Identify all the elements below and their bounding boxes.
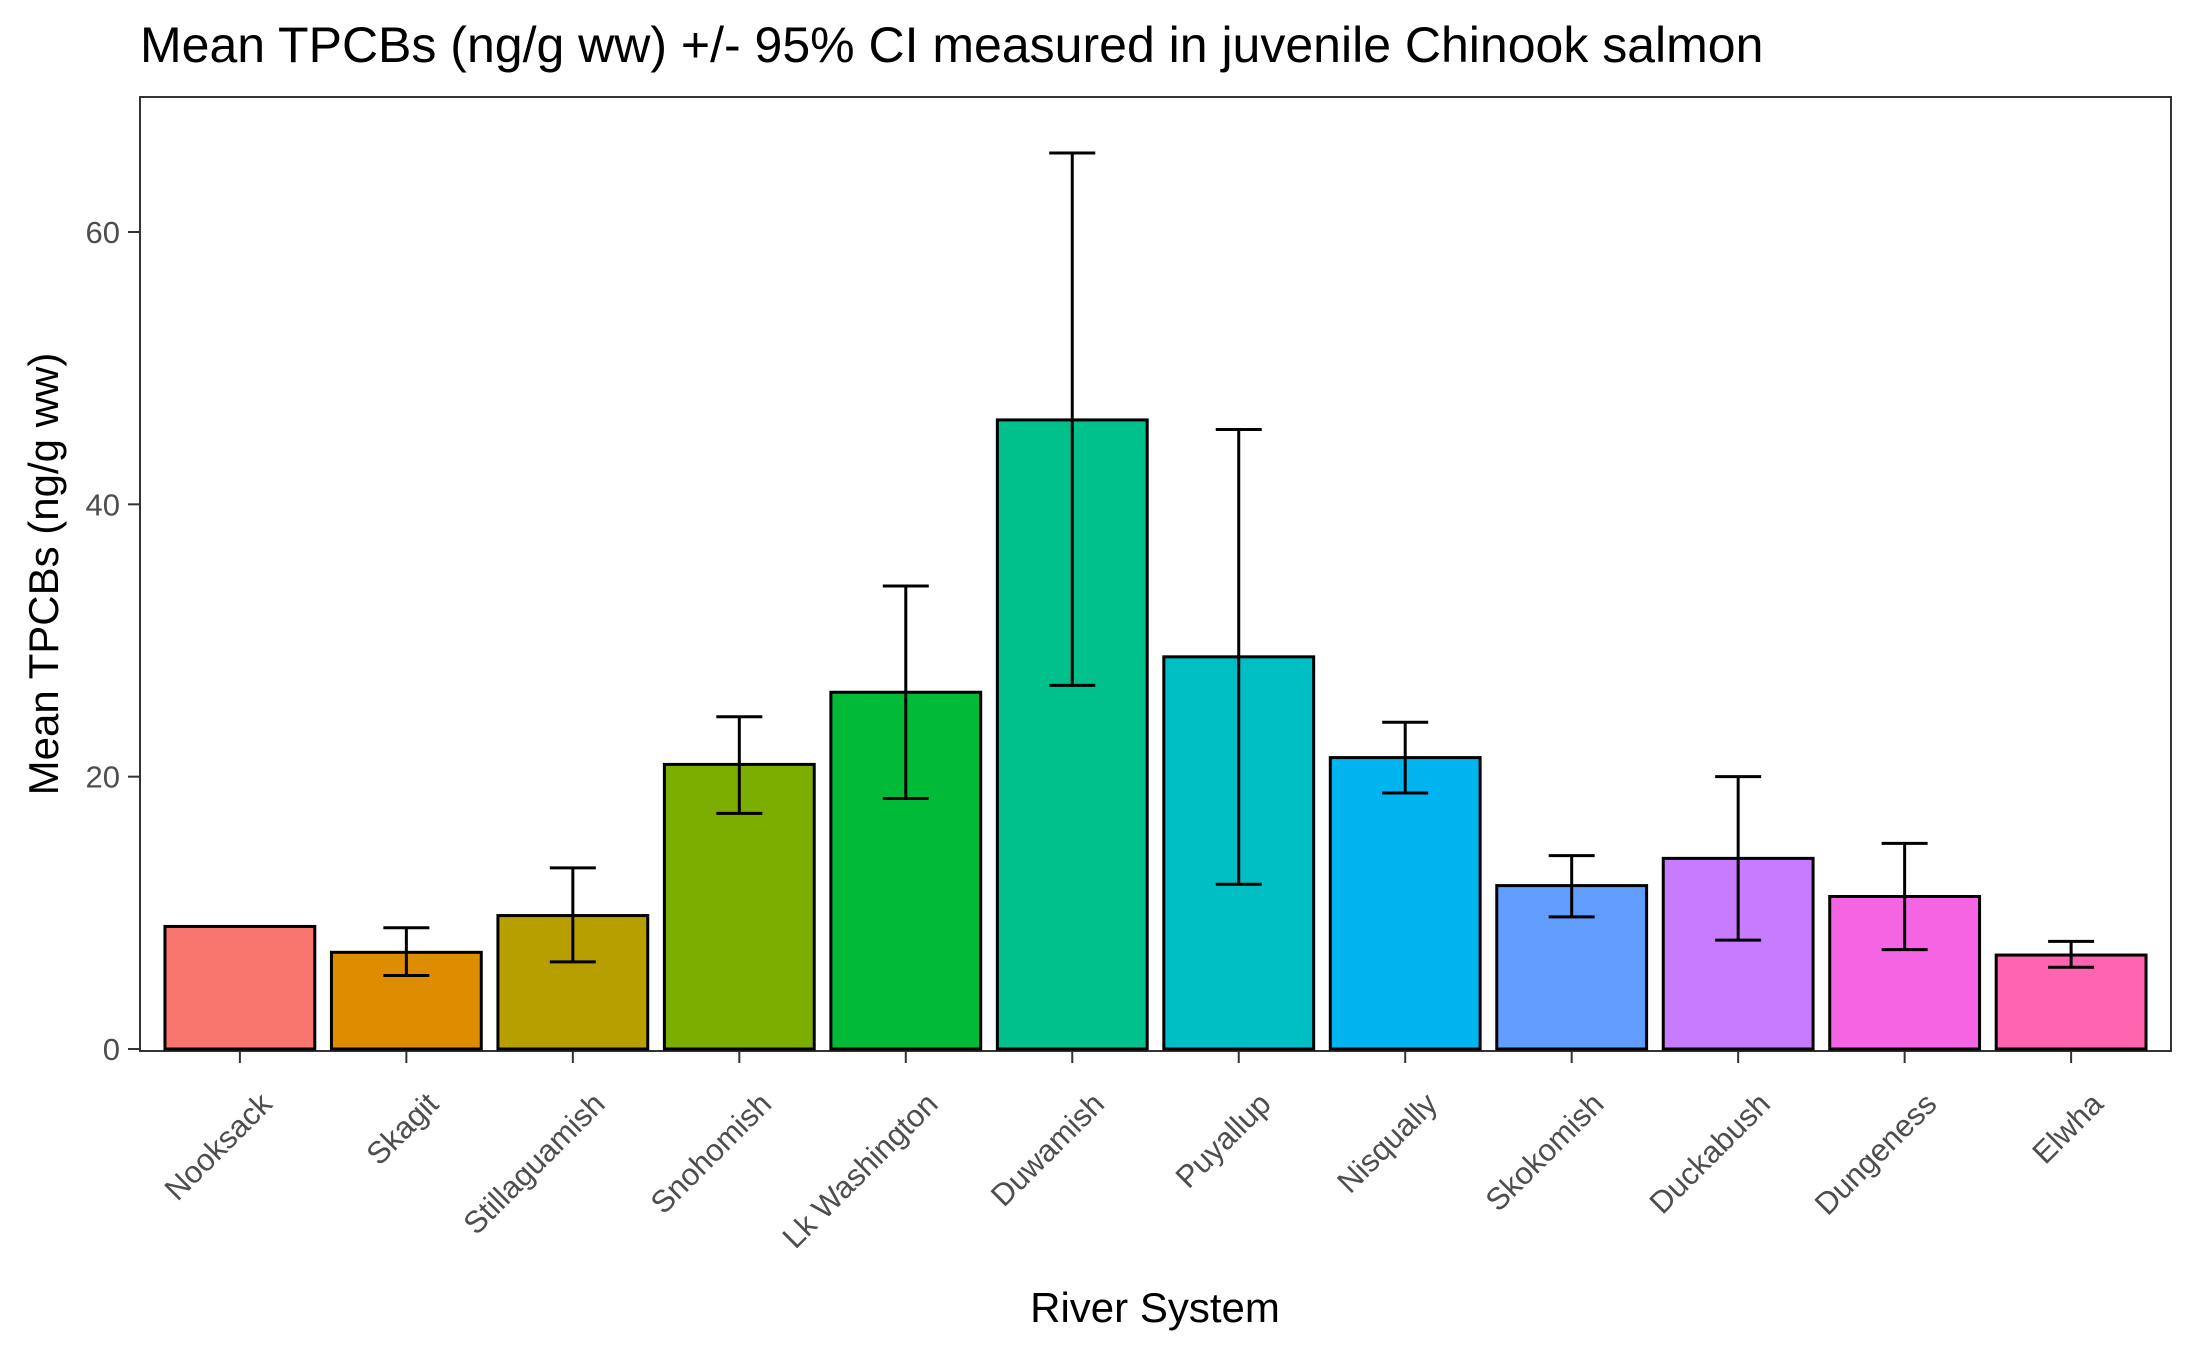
x-tick-label: Dungeness [1808, 1086, 1944, 1222]
x-tick-label: Nisqually [1330, 1086, 1444, 1200]
bar-snohomish [662, 762, 816, 1051]
error-bar [1215, 427, 1262, 886]
y-axis: 0 20 40 60 [86, 215, 140, 1067]
x-tick-label: Snohomish [644, 1086, 778, 1220]
x-tick-label: Skokomish [1479, 1086, 1611, 1218]
y-tick-label: 0 [103, 1032, 120, 1067]
error-bar [1715, 775, 1762, 942]
x-tick-label: Duwamish [984, 1086, 1111, 1213]
x-axis-title: River System [1030, 1284, 1280, 1331]
error-bar [882, 584, 929, 800]
plot-panel [139, 96, 2172, 1052]
error-bar [549, 866, 596, 964]
x-tick-label: Stillaguamish [457, 1086, 612, 1241]
error-bar [383, 926, 430, 977]
bar-nisqually [1328, 756, 1482, 1051]
errorbars-group [383, 151, 2095, 977]
x-tick-label: Skagit [359, 1086, 445, 1172]
error-bar [2048, 939, 2095, 969]
bar-elwha [1994, 953, 2148, 1051]
x-tick-label: Nooksack [158, 1086, 279, 1207]
y-tick-label: 40 [86, 487, 120, 522]
error-bar [1049, 151, 1096, 687]
x-tick-label: Lk Washington [776, 1086, 945, 1255]
error-bar [1881, 841, 1928, 952]
error-bar [716, 715, 763, 815]
bar-nooksack [163, 924, 317, 1051]
x-tick-label: Duckabush [1643, 1086, 1777, 1220]
x-tick-label: Elwha [2025, 1086, 2110, 1171]
error-bar [1548, 854, 1595, 919]
error-bar [1382, 720, 1429, 795]
bar-stillaguamish [496, 914, 650, 1051]
chart-title: Mean TPCBs (ng/g ww) +/- 95% CI measured… [140, 17, 1763, 73]
x-tick-label: Puyallup [1169, 1086, 1278, 1195]
y-tick-label: 20 [86, 760, 120, 795]
y-axis-title: Mean TPCBs (ng/g ww) [20, 353, 67, 796]
y-tick-label: 60 [86, 215, 120, 250]
